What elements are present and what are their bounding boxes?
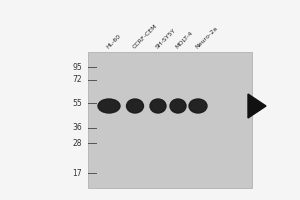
Text: MOLT-4: MOLT-4 (175, 31, 194, 50)
Ellipse shape (170, 99, 186, 113)
Text: 72: 72 (72, 75, 82, 84)
Text: 28: 28 (73, 138, 82, 148)
Ellipse shape (127, 99, 143, 113)
Text: 36: 36 (72, 123, 82, 132)
Text: SH-SY5Y: SH-SY5Y (154, 28, 177, 50)
Text: HL-60: HL-60 (106, 34, 122, 50)
Text: Neuro-2a: Neuro-2a (194, 26, 219, 50)
Polygon shape (248, 94, 266, 118)
Text: 17: 17 (72, 168, 82, 178)
Ellipse shape (150, 99, 166, 113)
Text: 95: 95 (72, 62, 82, 72)
Text: 55: 55 (72, 98, 82, 108)
Bar (88, 52, 252, 188)
Text: CCRF-CEM: CCRF-CEM (131, 23, 158, 50)
Ellipse shape (189, 99, 207, 113)
Ellipse shape (98, 99, 120, 113)
